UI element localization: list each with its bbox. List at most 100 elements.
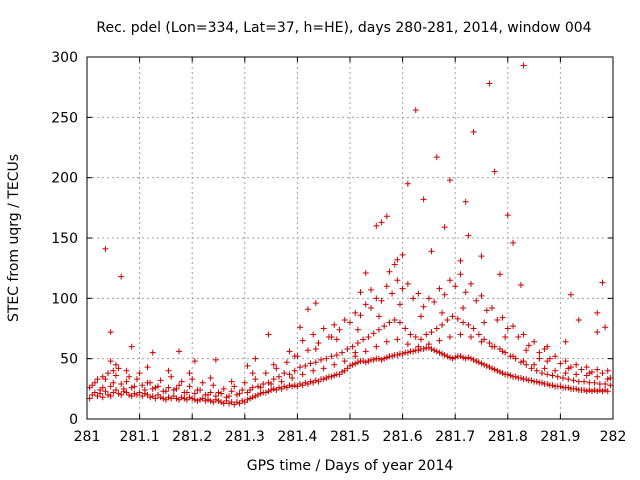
data-point-base	[604, 388, 611, 395]
data-point-mid	[520, 358, 527, 365]
data-point-mid	[533, 367, 540, 374]
data-point-base	[499, 370, 506, 377]
data-point-mid	[604, 376, 611, 383]
data-point-upper	[586, 370, 593, 377]
data-point-mid	[470, 325, 477, 332]
data-point-outliers	[510, 239, 517, 246]
data-point-mid	[549, 372, 556, 379]
data-point-upper	[520, 331, 527, 338]
data-point-mid	[499, 348, 506, 355]
data-point-base	[352, 360, 359, 367]
data-point-upper	[544, 358, 551, 365]
data-point-outliers	[517, 282, 524, 289]
data-point-mid	[141, 387, 148, 394]
data-point-mid	[320, 365, 327, 372]
data-point-mid	[339, 349, 346, 356]
grid-layer	[87, 57, 613, 419]
data-point-base	[441, 352, 448, 359]
data-point-mid	[186, 383, 193, 390]
data-point-mid	[291, 367, 298, 374]
data-point-mid	[128, 384, 135, 391]
data-point-upper	[607, 374, 614, 381]
data-point-outliers	[176, 348, 183, 355]
data-point-mid	[278, 378, 285, 385]
data-point-base	[399, 350, 406, 357]
data-point-base	[270, 385, 277, 392]
data-point-mid	[281, 370, 288, 377]
data-point-outliers	[244, 362, 251, 369]
data-point-base	[218, 399, 225, 406]
data-point-base	[226, 400, 233, 407]
data-point-base	[165, 394, 172, 401]
data-point-base	[433, 348, 440, 355]
data-point-mid	[552, 367, 559, 374]
data-point-base	[573, 385, 580, 392]
data-point-base	[465, 354, 472, 361]
data-point-outliers	[404, 180, 411, 187]
data-point-upper	[399, 285, 406, 292]
data-point-base	[262, 389, 269, 396]
data-point-upper	[389, 290, 396, 297]
data-point-base	[207, 397, 214, 404]
chart-title: Rec. pdel (Lon=334, Lat=37, h=HE), days …	[96, 20, 591, 36]
data-point-base	[91, 389, 98, 396]
data-point-upper	[396, 301, 403, 308]
data-point-mid	[362, 348, 369, 355]
data-point-upper	[220, 385, 227, 392]
data-point-base	[197, 396, 204, 403]
data-point-mid	[375, 326, 382, 333]
data-point-mid	[173, 385, 180, 392]
data-point-outliers	[362, 269, 369, 276]
data-point-base	[289, 383, 296, 390]
data-point-outliers	[212, 356, 219, 363]
data-point-outliers	[386, 268, 393, 275]
data-point-upper	[136, 370, 143, 377]
data-point-base	[186, 394, 193, 401]
data-point-mid	[407, 331, 414, 338]
data-point-upper	[94, 376, 101, 383]
data-point-mid	[212, 393, 219, 400]
data-point-mid	[415, 343, 422, 350]
data-point-base	[483, 362, 490, 369]
data-point-mid	[586, 379, 593, 386]
data-point-upper	[410, 295, 417, 302]
data-point-base	[107, 393, 114, 400]
data-point-upper	[460, 304, 467, 311]
data-point-base	[486, 364, 493, 371]
data-point-mid	[594, 373, 601, 380]
data-point-upper	[315, 339, 322, 346]
data-point-base	[268, 387, 275, 394]
data-point-base	[381, 355, 388, 362]
data-point-upper	[157, 377, 164, 384]
data-point-mid	[383, 338, 390, 345]
data-point-upper	[105, 370, 112, 377]
data-point-upper	[207, 374, 214, 381]
data-point-mid	[265, 379, 272, 386]
data-point-base	[244, 396, 251, 403]
data-point-base	[147, 394, 154, 401]
data-point-base	[181, 395, 188, 402]
data-point-mid	[318, 356, 325, 363]
data-point-base	[599, 388, 606, 395]
data-point-upper	[186, 370, 193, 377]
data-point-base	[549, 382, 556, 389]
data-point-mid	[381, 323, 388, 330]
data-point-outliers	[391, 261, 398, 268]
data-point-base	[105, 391, 112, 398]
data-point-mid	[541, 365, 548, 372]
data-point-base	[470, 356, 477, 363]
data-point-base	[202, 397, 209, 404]
data-point-upper	[362, 301, 369, 308]
data-point-mid	[433, 325, 440, 332]
data-point-mid	[394, 336, 401, 343]
data-point-upper	[578, 366, 585, 373]
data-point-mid	[275, 373, 282, 380]
data-point-mid	[354, 339, 361, 346]
data-point-mid	[439, 321, 446, 328]
data-point-upper	[515, 333, 522, 340]
data-point-outliers	[102, 245, 109, 252]
data-point-upper	[446, 277, 453, 284]
data-point-upper	[304, 347, 311, 354]
data-point-base	[194, 397, 201, 404]
data-point-upper	[126, 373, 133, 380]
